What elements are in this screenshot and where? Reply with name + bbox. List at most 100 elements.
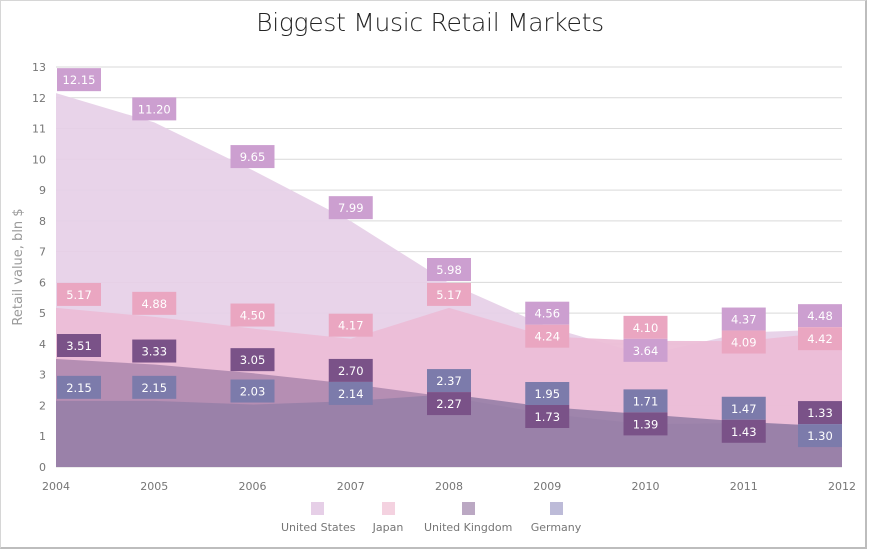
data-label: 3.64: [633, 344, 659, 358]
data-label-box: [623, 315, 668, 339]
data-label: 2.14: [338, 387, 364, 401]
data-label: 9.65: [240, 150, 266, 164]
y-tick-label: 12: [32, 92, 46, 105]
data-label-box: [132, 97, 177, 121]
y-axis-title: Retail value, bln $: [11, 208, 26, 325]
data-label-box: [721, 330, 766, 354]
data-label-box: [230, 145, 275, 169]
data-label-box: [427, 258, 471, 281]
data-label-box: [721, 396, 766, 420]
data-label-box: [132, 291, 177, 315]
y-tick-label: 2: [39, 399, 46, 412]
y-tick-label: 6: [39, 276, 46, 289]
data-label: 3.51: [66, 339, 92, 353]
legend-swatch-icon: [310, 502, 324, 515]
data-label-box: [328, 358, 373, 382]
data-label: 2.15: [66, 381, 92, 395]
y-tick-label: 1: [39, 430, 46, 443]
legend-swatch-icon: [549, 502, 563, 515]
x-tick-label: 2007: [337, 480, 365, 493]
y-tick-label: 9: [39, 184, 46, 197]
data-label-box: [427, 369, 471, 393]
data-label: 4.37: [731, 313, 757, 327]
data-label-box: [230, 379, 275, 403]
x-tick-label: 2012: [828, 480, 856, 493]
legend-item-united-kingdom[interactable]: United Kingdom: [424, 502, 512, 534]
legend-item-japan[interactable]: Japan: [370, 502, 406, 534]
y-tick-label: 8: [39, 215, 46, 228]
data-label: 1.73: [534, 410, 560, 424]
legend-label: United Kingdom: [424, 521, 513, 534]
chart-title: Biggest Music Retail Markets: [256, 8, 604, 37]
data-label: 1.39: [633, 417, 659, 431]
data-label-box: [721, 307, 766, 331]
data-label-box: [525, 301, 570, 325]
data-label: 4.09: [731, 336, 757, 350]
data-label: 4.10: [633, 321, 659, 335]
data-label-box: [132, 339, 177, 363]
data-label: 4.56: [534, 307, 560, 321]
legend-label: Germany: [530, 521, 582, 534]
y-tick-label: 0: [39, 461, 46, 474]
data-label: 4.17: [338, 319, 364, 333]
data-label-box: [328, 381, 373, 405]
data-label-box: [57, 68, 101, 92]
data-label-box: [57, 375, 101, 399]
data-label: 2.70: [338, 364, 364, 378]
data-label-box: [132, 375, 177, 399]
data-label: 7.99: [338, 201, 364, 215]
x-tick-label: 2004: [42, 480, 70, 493]
data-label: 2.37: [436, 374, 462, 388]
x-tick-label: 2011: [730, 480, 758, 493]
data-label-box: [230, 348, 275, 372]
data-label: 5.17: [66, 288, 92, 302]
data-label-box: [525, 382, 570, 405]
data-label: 1.30: [807, 429, 833, 443]
y-tick-label: 11: [32, 123, 46, 136]
x-tick-label: 2010: [632, 480, 660, 493]
data-label-box: [623, 412, 668, 436]
y-tick-label: 4: [39, 338, 46, 351]
data-label-box: [798, 401, 842, 425]
x-tick-label: 2009: [533, 480, 561, 493]
data-label-box: [623, 338, 668, 362]
data-label: 3.33: [141, 345, 167, 359]
data-label: 2.15: [141, 381, 167, 395]
data-label: 4.24: [534, 330, 560, 344]
data-label-box: [57, 334, 101, 357]
data-label-box: [427, 392, 471, 416]
data-label: 12.15: [63, 73, 96, 87]
data-label: 5.17: [436, 288, 462, 302]
data-label: 5.98: [436, 263, 462, 277]
data-label: 1.95: [534, 387, 560, 401]
legend-item-germany[interactable]: Germany: [530, 502, 582, 534]
data-label: 11.20: [138, 102, 171, 116]
data-label-box: [721, 419, 766, 443]
legend: United States Japan United Kingdom Germa…: [0, 502, 871, 542]
data-label-box: [798, 327, 842, 351]
y-tick-label: 13: [32, 61, 46, 74]
y-tick-label: 5: [39, 307, 46, 320]
data-label-box: [798, 304, 842, 328]
area-series-germany[interactable]: [56, 394, 842, 467]
legend-label: United States: [281, 521, 356, 534]
data-label: 4.88: [141, 297, 167, 311]
data-label: 4.42: [807, 332, 833, 346]
data-label: 1.33: [807, 406, 833, 420]
data-label: 1.43: [731, 425, 757, 439]
data-label-box: [328, 313, 373, 337]
data-label: 4.48: [807, 309, 833, 323]
data-label: 1.71: [633, 394, 659, 408]
legend-swatch-icon: [381, 502, 395, 515]
x-tick-label: 2005: [140, 480, 168, 493]
x-tick-label: 2008: [435, 480, 463, 493]
data-label-box: [525, 324, 570, 348]
y-tick-label: 10: [32, 153, 46, 166]
x-tick-label: 2006: [239, 480, 267, 493]
legend-item-united-states[interactable]: United States: [281, 502, 356, 534]
data-label: 2.27: [436, 397, 462, 411]
data-label: 4.50: [240, 309, 266, 323]
data-label-box: [623, 389, 668, 413]
y-tick-label: 3: [39, 369, 46, 382]
